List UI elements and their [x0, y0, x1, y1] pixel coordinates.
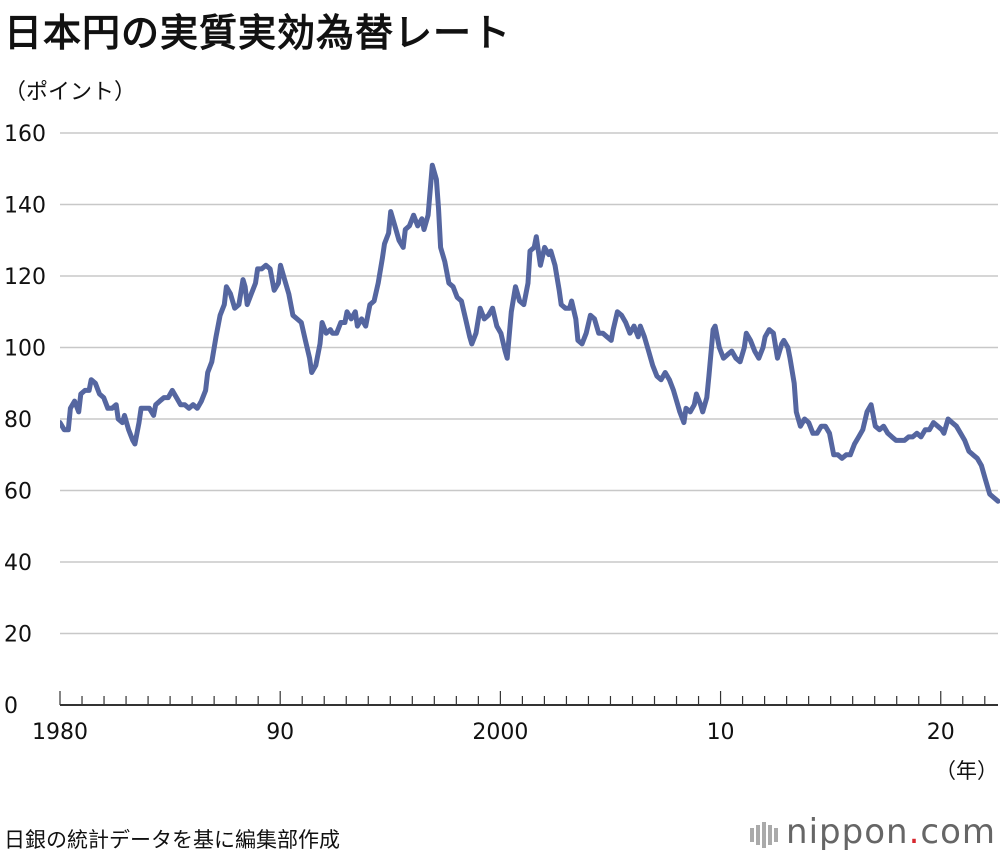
- y-tick-label-40: 40: [4, 551, 32, 576]
- x-axis-label: （年）: [935, 759, 998, 783]
- x-tick-label-10: 10: [707, 720, 735, 745]
- brand-name: nippon: [786, 812, 909, 852]
- grid-lines: [60, 132, 998, 635]
- chart-title: 日本円の実質実効為替レート: [4, 11, 512, 55]
- series-line-0: [60, 162, 1000, 504]
- x-tick-label-2000: 2000: [472, 720, 528, 745]
- y-tick-label-60: 60: [4, 480, 32, 505]
- chart-svg: 0 20 40 60 80 100 120 140 160 1980 90 2000 10 20 （年）: [4, 122, 1000, 783]
- brand-bars-icon: [750, 814, 780, 854]
- x-axis: 1980 90 2000 10 20: [32, 691, 998, 745]
- y-tick-label-120: 120: [4, 265, 46, 290]
- series-group: [60, 162, 1000, 504]
- y-tick-label-160: 160: [4, 122, 46, 147]
- brand-logo: nippon.com: [750, 812, 996, 854]
- brand-tld: com: [920, 812, 996, 852]
- y-tick-label-80: 80: [4, 408, 32, 433]
- y-tick-label-0: 0: [4, 694, 18, 719]
- source-note: 日銀の統計データを基に編集部作成: [4, 828, 340, 852]
- y-tick-label-140: 140: [4, 194, 46, 219]
- y-tick-label-100: 100: [4, 337, 46, 362]
- y-tick-labels: 0 20 40 60 80 100 120 140 160: [4, 122, 46, 719]
- y-axis-unit-label: （ポイント）: [4, 80, 137, 105]
- y-tick-label-20: 20: [4, 623, 32, 648]
- brand-dot: .: [908, 812, 921, 852]
- x-tick-label-20: 20: [927, 720, 955, 745]
- x-tick-label-90: 90: [266, 720, 294, 745]
- x-tick-label-1980: 1980: [32, 720, 88, 745]
